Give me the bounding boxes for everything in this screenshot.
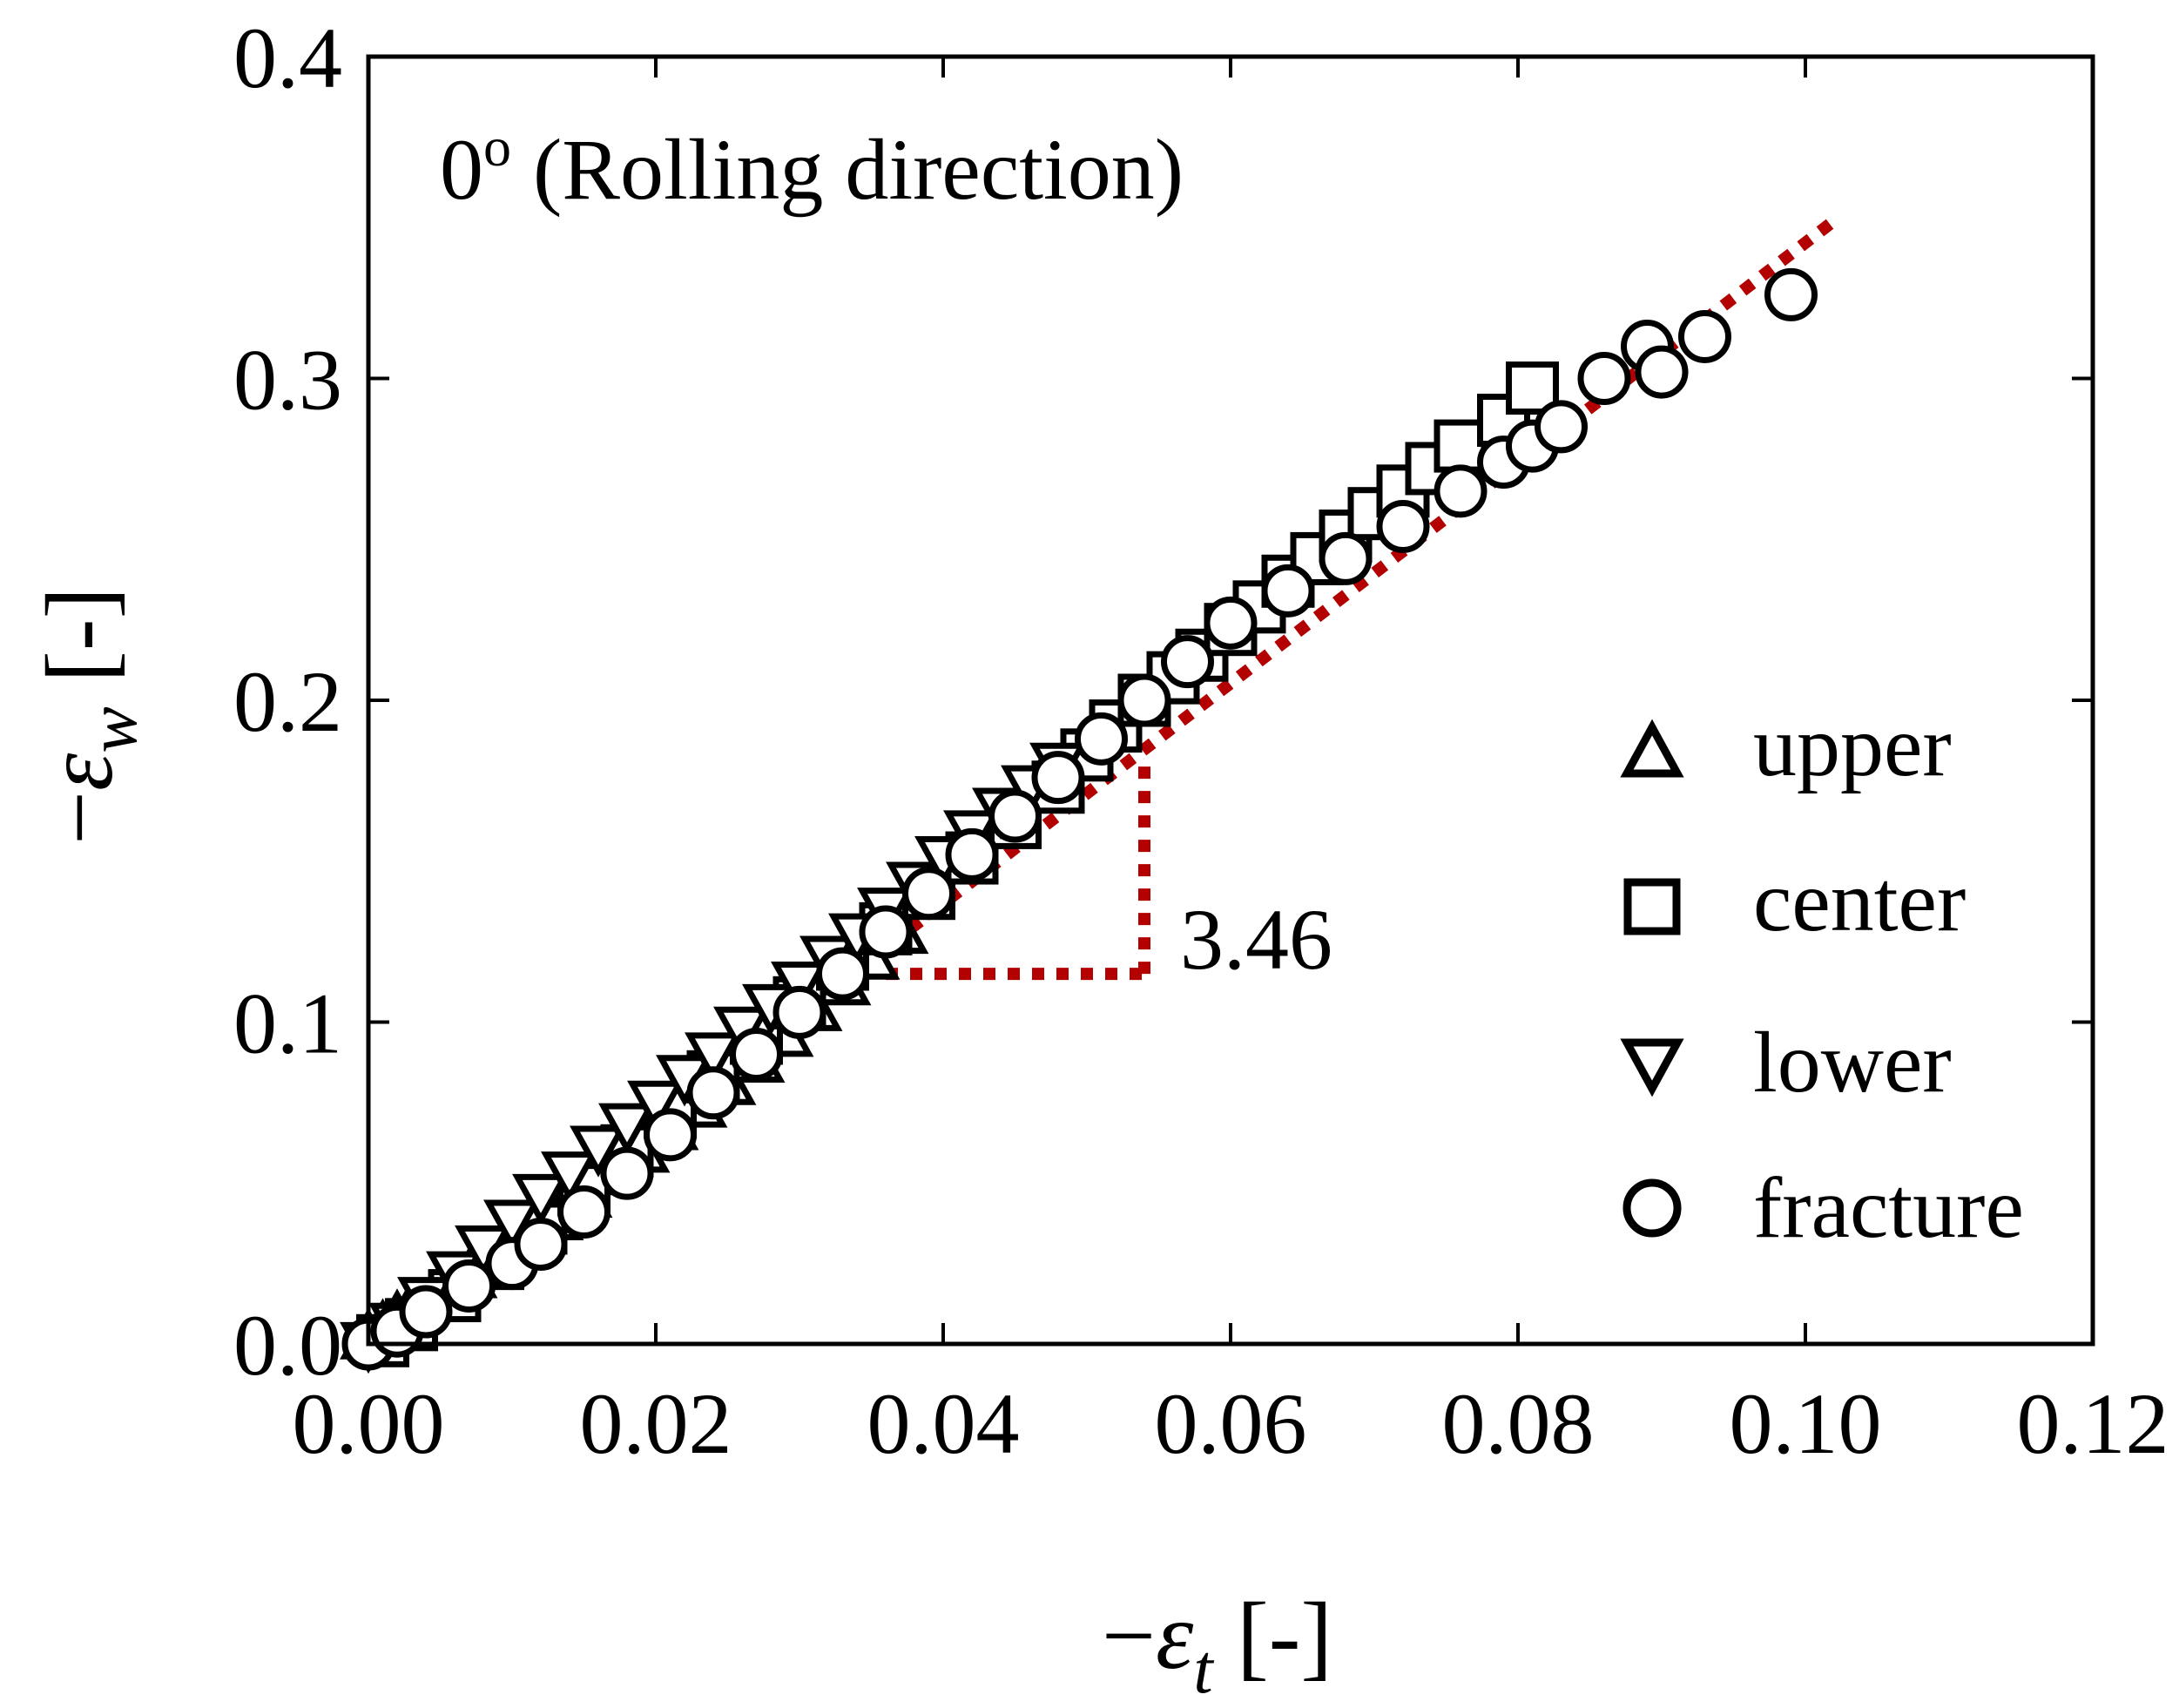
fracture-point bbox=[442, 1259, 496, 1313]
lower-point bbox=[541, 1151, 598, 1204]
legend-item-center: center bbox=[1623, 853, 1966, 949]
legend: upper center lower fracture bbox=[1620, 698, 2024, 1256]
tick-labels: 0.00 0.02 0.04 0.06 0.08 0.10 0.12 0.0 0.1 0.2 0.3… bbox=[233, 10, 2169, 1472]
fracture-point bbox=[859, 905, 913, 959]
x-tick-label: 0.00 bbox=[293, 1375, 445, 1472]
fracture-point bbox=[1764, 267, 1818, 321]
y-tick-label: 0.4 bbox=[233, 10, 342, 106]
fracture-point bbox=[988, 789, 1042, 843]
fracture-point bbox=[600, 1146, 654, 1200]
fit-line bbox=[364, 215, 1838, 1349]
legend-upper-label: upper bbox=[1753, 698, 1952, 794]
legend-fracture-label: fracture bbox=[1753, 1159, 2024, 1256]
legend-item-fracture: fracture bbox=[1622, 1159, 2024, 1256]
fracture-point bbox=[1261, 564, 1315, 618]
fracture-point bbox=[644, 1108, 697, 1162]
x-axis-title: −εt [-] bbox=[1102, 1583, 1332, 1708]
lower-point bbox=[598, 1103, 656, 1155]
center-point bbox=[1434, 419, 1488, 473]
fracture-point bbox=[1075, 712, 1128, 766]
legend-item-lower: lower bbox=[1620, 1014, 1952, 1111]
legend-center-marker bbox=[1623, 878, 1681, 935]
lower-point bbox=[512, 1173, 570, 1226]
fracture-point bbox=[730, 1027, 783, 1081]
fracture-point bbox=[1161, 635, 1214, 689]
x-tick-label: 0.02 bbox=[580, 1375, 732, 1472]
fracture-point bbox=[1434, 464, 1488, 518]
fracture-point bbox=[557, 1185, 611, 1239]
legend-center-label: center bbox=[1753, 853, 1966, 949]
lower-point bbox=[771, 962, 828, 1014]
annotation-title: 0o (Rolling direction) bbox=[440, 116, 1184, 218]
fracture-point bbox=[1031, 751, 1085, 805]
x-tick-label: 0.06 bbox=[1155, 1375, 1307, 1472]
lower-point bbox=[685, 1032, 742, 1084]
legend-fracture-marker bbox=[1622, 1178, 1682, 1238]
legend-lower-marker bbox=[1620, 1038, 1684, 1097]
lower-point bbox=[627, 1080, 685, 1133]
fracture-point bbox=[1577, 352, 1631, 405]
y-axis-title: −εw [-] bbox=[26, 587, 152, 845]
plot-frame bbox=[366, 54, 2095, 1347]
fracture-point bbox=[399, 1285, 453, 1339]
x-tick-label: 0.12 bbox=[2017, 1375, 2169, 1472]
fracture-point bbox=[1204, 596, 1258, 650]
data-markers bbox=[340, 267, 1818, 1374]
fracture-point bbox=[816, 947, 869, 1001]
fracture-point bbox=[1117, 673, 1171, 727]
fracture-point bbox=[772, 985, 826, 1039]
y-tick-label: 0.2 bbox=[233, 653, 342, 750]
fracture-point bbox=[686, 1066, 740, 1120]
y-tick-label: 0.0 bbox=[233, 1297, 342, 1394]
fracture-point bbox=[1319, 531, 1373, 585]
y-tick-label: 0.1 bbox=[233, 976, 342, 1072]
fracture-point bbox=[1635, 345, 1689, 399]
legend-upper-marker bbox=[1620, 719, 1684, 778]
x-tick-label: 0.10 bbox=[1730, 1375, 1882, 1472]
legend-item-upper: upper bbox=[1620, 698, 1952, 794]
fracture-point bbox=[1376, 499, 1430, 553]
series-fracture bbox=[341, 267, 1818, 1371]
fracture-point bbox=[945, 827, 999, 881]
slope-label: 3.46 bbox=[1180, 891, 1332, 988]
fracture-point bbox=[902, 867, 955, 921]
lower-point bbox=[570, 1125, 627, 1178]
x-tick-label: 0.04 bbox=[867, 1375, 1020, 1472]
fracture-point bbox=[514, 1217, 568, 1271]
x-tick-label: 0.08 bbox=[1442, 1375, 1595, 1472]
fracture-point bbox=[1678, 309, 1731, 363]
fit-line-group bbox=[364, 215, 1838, 1349]
fracture-point bbox=[1535, 400, 1588, 454]
y-tick-label: 0.3 bbox=[233, 332, 342, 429]
legend-lower-label: lower bbox=[1753, 1014, 1952, 1111]
